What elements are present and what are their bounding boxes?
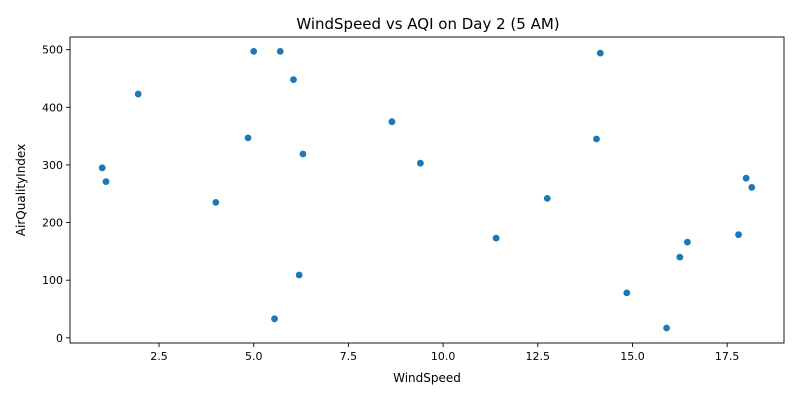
data-point xyxy=(543,194,551,202)
data-point xyxy=(276,48,284,55)
data-point xyxy=(593,135,600,143)
x-tick-label: 7.5 xyxy=(340,350,358,363)
data-point xyxy=(684,238,691,246)
data-point xyxy=(492,234,500,242)
data-point xyxy=(676,253,684,261)
x-tick-label: 5.0 xyxy=(245,350,263,363)
x-tick-label: 2.5 xyxy=(150,350,168,363)
data-point xyxy=(416,159,424,167)
y-tick-label: 500 xyxy=(42,44,63,57)
y-tick-label: 400 xyxy=(42,101,63,114)
data-point xyxy=(134,90,142,98)
data-point xyxy=(290,76,297,84)
y-tick-label: 200 xyxy=(42,217,63,230)
data-point xyxy=(623,289,631,297)
data-point xyxy=(250,48,258,55)
data-point xyxy=(742,174,750,182)
plot-frame xyxy=(69,36,785,344)
data-point xyxy=(596,49,604,57)
y-axis: 0 100 200 300 400 500 xyxy=(42,44,70,345)
data-point xyxy=(102,178,110,186)
data-point xyxy=(295,271,303,279)
data-point xyxy=(271,315,278,323)
data-points xyxy=(98,48,756,332)
data-point xyxy=(663,324,670,332)
y-tick-label: 0 xyxy=(56,332,63,345)
x-tick-label: 12.5 xyxy=(526,350,551,363)
data-point xyxy=(748,184,756,191)
y-tick-label: 100 xyxy=(42,274,63,287)
data-point xyxy=(388,118,396,126)
x-tick-label: 10.0 xyxy=(431,350,456,363)
x-axis: 2.5 5.0 7.5 10.0 12.5 15.0 17.5 xyxy=(150,343,739,363)
data-point xyxy=(212,198,220,206)
y-tick-label: 300 xyxy=(42,159,63,172)
x-tick-label: 15.0 xyxy=(620,350,645,363)
x-axis-label: WindSpeed xyxy=(393,371,461,385)
x-tick-label: 17.5 xyxy=(715,350,740,363)
chart-title: WindSpeed vs AQI on Day 2 (5 AM) xyxy=(296,15,559,33)
data-point xyxy=(735,231,742,239)
data-point xyxy=(244,134,252,142)
data-point xyxy=(299,150,307,158)
data-point xyxy=(98,164,106,172)
y-axis-label: AirQualityIndex xyxy=(14,144,28,236)
